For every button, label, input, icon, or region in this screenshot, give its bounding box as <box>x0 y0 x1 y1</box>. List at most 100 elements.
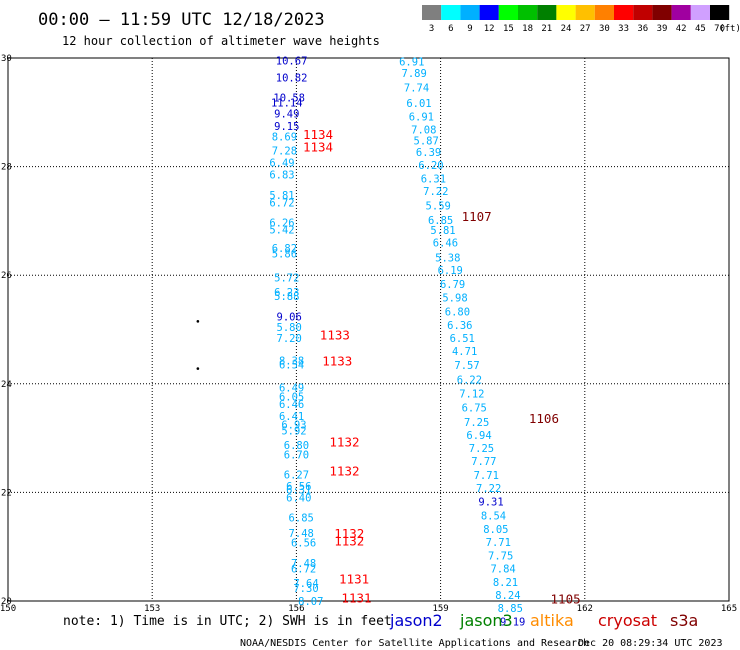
wave-height-label: 6.80 <box>445 307 470 319</box>
wave-height-label: 6.72 <box>269 197 294 209</box>
wave-height-label: 6.54 <box>279 359 304 371</box>
y-tick-label: 26 <box>1 271 12 281</box>
wave-height-label: 5.88 <box>274 291 299 303</box>
legend-label: 18 <box>522 24 533 34</box>
x-tick-label: 162 <box>577 604 593 614</box>
wave-height-label: 9.15 <box>274 121 299 133</box>
wave-height-label: 4.71 <box>452 346 477 358</box>
wave-height-label: 6.31 <box>286 485 311 497</box>
wave-height-label: 8.05 <box>483 524 508 536</box>
legend-label: 39 <box>657 24 668 34</box>
satellite-name: jason2 <box>389 611 443 630</box>
wave-height-label: 7.30 <box>293 583 318 595</box>
wave-height-label: 6.75 <box>462 403 487 415</box>
y-tick-label: 30 <box>1 54 12 64</box>
wave-height-label: 7.48 <box>291 558 316 570</box>
legend-unit: (ft) <box>719 24 740 34</box>
wave-height-label: 6.72 <box>291 563 316 575</box>
wave-height-label: 7.77 <box>471 456 496 468</box>
wave-height-label: 7.74 <box>404 82 429 94</box>
wave-height-label: 6.85 <box>428 215 453 227</box>
wave-height-label: 6.26 <box>269 218 294 230</box>
time-label: 1106 <box>529 411 559 426</box>
wave-height-label: 10.82 <box>276 73 308 85</box>
wave-height-label: 7.71 <box>474 470 499 482</box>
legend-swatch <box>479 5 499 20</box>
wave-height-label: 6.41 <box>279 411 304 423</box>
time-labels: 1134113411071133113311061132113211321132… <box>303 127 581 606</box>
wave-height-label: 9.19 <box>500 617 525 629</box>
time-label: 1132 <box>329 464 359 479</box>
wave-height-label: 8.24 <box>495 590 520 602</box>
wave-height-label: 7.28 <box>272 145 297 157</box>
satellite-legend: jason2 jason3 altika cryosat s3a <box>389 611 698 630</box>
legend-swatch <box>633 5 653 20</box>
wave-height-label: 6.20 <box>418 160 443 172</box>
wave-height-label: 5.98 <box>442 292 467 304</box>
legend-swatch <box>498 5 518 20</box>
wave-height-label: 5.42 <box>269 225 294 237</box>
legend-label: 24 <box>561 24 572 34</box>
wave-height-label: 5.87 <box>414 136 439 148</box>
legend-label: 33 <box>618 24 629 34</box>
wave-height-label: 6.31 <box>421 174 446 186</box>
wave-height-label: 7.89 <box>402 68 427 80</box>
legend-label: 30 <box>599 24 610 34</box>
legend-swatch <box>614 5 634 20</box>
wave-height-label: 7.25 <box>469 443 494 455</box>
marker-dots <box>196 320 200 370</box>
time-label: 1131 <box>339 572 369 587</box>
wave-height-label: 7.20 <box>277 333 302 345</box>
color-legend: 3 6 9 12 15 18 21 24 27 30 33 36 39 42 45 70(ft) <box>422 5 740 34</box>
wave-height-label: 7.25 <box>464 417 489 429</box>
wave-height-label: 6.80 <box>284 440 309 452</box>
wave-height-label: 6.85 <box>289 512 314 524</box>
wave-height-label: 9.49 <box>274 108 299 120</box>
wave-height-label: 6.36 <box>447 320 472 332</box>
time-label: 1133 <box>322 353 352 368</box>
wave-height-label: 5.81 <box>430 225 455 237</box>
footer-credit: NOAA/NESDIS Center for Satellite Applica… <box>240 638 589 649</box>
wave-height-label: 11.14 <box>271 98 303 110</box>
wave-height-label: 6.01 <box>406 98 431 110</box>
satellite-name: cryosat <box>598 611 657 630</box>
wave-height-label: 9.06 <box>277 311 302 323</box>
marker-dot <box>196 367 200 370</box>
legend-swatch <box>537 5 557 20</box>
legend-swatch <box>556 5 576 20</box>
x-tick-label: 159 <box>432 604 448 614</box>
wave-height-label: 8.07 <box>298 596 323 608</box>
plot-frame <box>7 57 730 602</box>
wave-height-label: 6.91 <box>409 112 434 124</box>
legend-label: 12 <box>484 24 495 34</box>
time-label: 1132 <box>334 526 364 541</box>
chart-title: 00:00 — 11:59 UTC 12/18/2023 <box>38 10 325 30</box>
wave-height-label: 6.19 <box>438 265 463 277</box>
marker-dot <box>196 320 200 323</box>
time-label: 1134 <box>303 140 333 155</box>
legend-label: 70 <box>714 24 725 34</box>
legend-label: 36 <box>637 24 648 34</box>
y-tick-label: 20 <box>1 597 12 607</box>
legend-swatch <box>690 5 710 20</box>
legend-swatch <box>575 5 595 20</box>
wave-height-label: 5.81 <box>269 190 294 202</box>
wave-height-label: 6.51 <box>450 333 475 345</box>
legend-label: 27 <box>580 24 591 34</box>
wave-height-label: 6.40 <box>286 492 311 504</box>
x-tick-label: 156 <box>288 604 304 614</box>
wave-height-labels: 10.6710.8210.5811.149.499.158.697.286.49… <box>269 56 525 629</box>
x-tick-labels: 150 153 156 159 162 165 <box>0 604 737 614</box>
wave-height-label: 6.05 <box>279 391 304 403</box>
y-tick-label: 28 <box>1 163 12 173</box>
time-label: 1134 <box>303 127 333 142</box>
wave-height-label: 7.12 <box>459 389 484 401</box>
wave-height-label: 6.70 <box>284 449 309 461</box>
wave-height-label: 8.69 <box>272 132 297 144</box>
wave-height-label: 6.56 <box>291 537 316 549</box>
wave-height-label: 7.57 <box>454 360 479 372</box>
wave-height-label: 6.46 <box>279 399 304 411</box>
legend-swatch <box>652 5 672 20</box>
